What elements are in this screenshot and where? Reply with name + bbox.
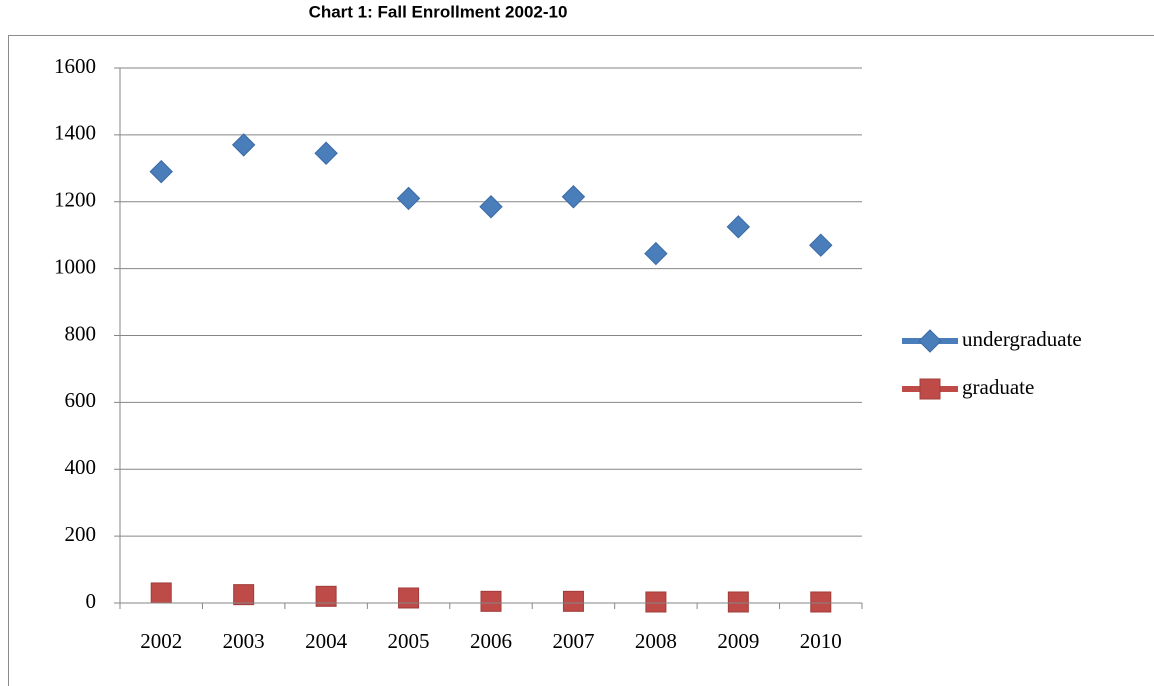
point <box>315 585 337 607</box>
point <box>231 133 256 157</box>
y-tick-label: 200 <box>65 522 97 546</box>
point <box>479 195 503 219</box>
legend-label: undergraduate <box>962 327 1082 351</box>
x-tick-label: 2005 <box>388 629 430 653</box>
point <box>150 582 172 604</box>
x-tick-label: 2007 <box>552 629 594 653</box>
y-tick-label: 800 <box>65 321 97 345</box>
point <box>726 215 751 239</box>
x-tick-label: 2009 <box>717 629 759 653</box>
x-tick-label: 2004 <box>305 629 348 653</box>
point <box>561 185 586 209</box>
point <box>396 186 421 211</box>
point <box>727 591 749 613</box>
legend-label: graduate <box>962 375 1034 399</box>
y-tick-label: 400 <box>65 455 97 479</box>
y-tick-label: 0 <box>86 589 97 613</box>
point <box>398 587 420 609</box>
x-tick-label: 2003 <box>223 629 265 653</box>
point <box>562 590 584 612</box>
point <box>645 591 667 613</box>
point <box>919 378 941 400</box>
y-tick-label: 600 <box>65 388 97 412</box>
point <box>314 141 338 165</box>
point <box>918 329 942 353</box>
point <box>233 584 255 606</box>
point <box>810 591 832 613</box>
x-tick-label: 2002 <box>140 629 182 653</box>
y-tick-label: 1400 <box>54 121 96 145</box>
x-tick-label: 2010 <box>800 629 842 653</box>
chart-title: Chart 1: Fall Enrollment 2002-10 <box>309 2 568 21</box>
y-tick-label: 1200 <box>54 188 96 212</box>
y-tick-label: 1000 <box>54 254 96 278</box>
x-tick-label: 2006 <box>470 629 512 653</box>
point <box>149 159 173 184</box>
y-tick-label: 1600 <box>54 54 96 78</box>
point <box>644 241 668 266</box>
chart-frame <box>8 35 1154 686</box>
point <box>480 590 502 612</box>
x-tick-label: 2008 <box>635 629 677 653</box>
point <box>809 233 833 257</box>
